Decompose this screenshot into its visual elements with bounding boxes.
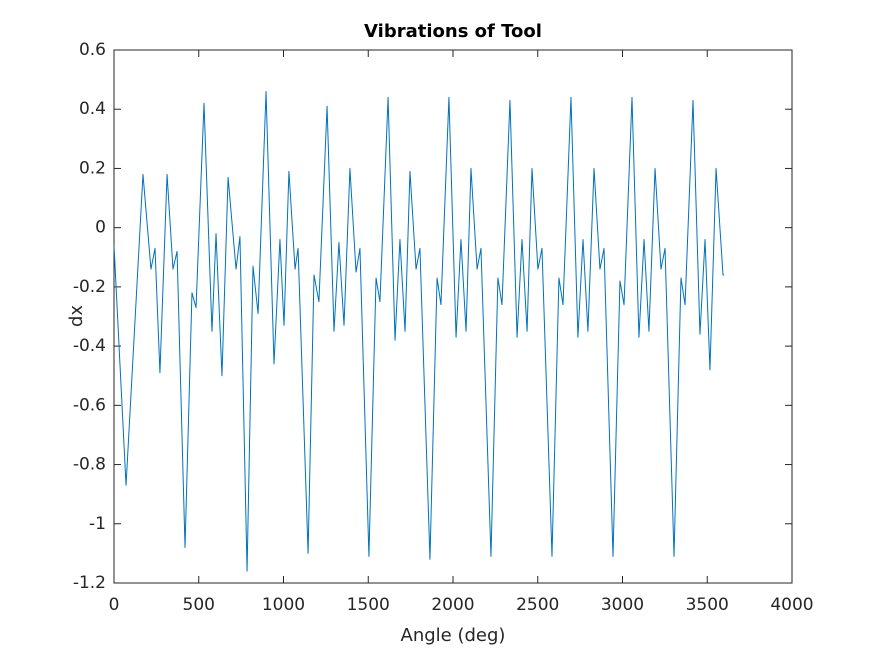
x-tick-label: 2500 [516, 595, 559, 615]
x-tick-label: 1000 [262, 595, 305, 615]
data-line [113, 90, 725, 572]
y-axis-label: dx [66, 305, 87, 327]
x-tick-label: 3500 [686, 595, 729, 615]
x-tick-label: 4000 [770, 595, 813, 615]
y-tick-label: -1 [89, 514, 106, 534]
y-tick-label: 0.4 [79, 99, 106, 119]
chart-title: Vibrations of Tool [364, 21, 542, 42]
y-tick-label: 0.6 [79, 40, 106, 60]
x-tick-label: 1500 [347, 595, 390, 615]
x-tick-label: 2000 [431, 595, 474, 615]
x-tick-label: 0 [109, 595, 120, 615]
plot-area [113, 49, 793, 584]
y-tick-label: -0.8 [73, 455, 106, 475]
y-tick-label: -0.2 [73, 277, 106, 297]
x-tick-label: 500 [183, 595, 215, 615]
x-axis-label: Angle (deg) [401, 625, 506, 646]
y-tick-label: 0.2 [79, 158, 106, 178]
x-tick-label: 3000 [601, 595, 644, 615]
y-tick-label: -0.6 [73, 395, 106, 415]
y-tick-label: 0 [95, 218, 106, 238]
y-tick-label: -0.4 [73, 336, 106, 356]
y-tick-label: -1.2 [73, 573, 106, 593]
